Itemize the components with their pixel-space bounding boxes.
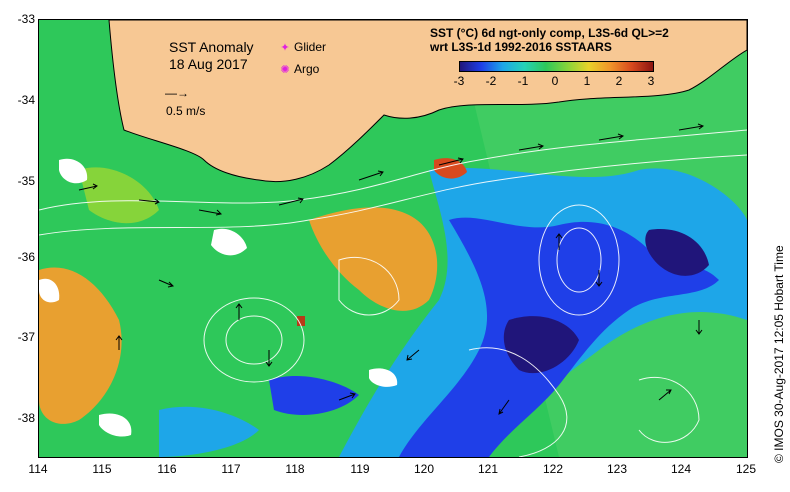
land-mass-southern-australia [108, 20, 747, 183]
map-title-line1: SST Anomaly [169, 39, 254, 55]
legend-glider-label: Glider [294, 40, 327, 54]
colorbar-tick: 0 [551, 74, 559, 88]
no-data-patch-2 [59, 158, 88, 184]
longitude-tick: 121 [477, 462, 499, 476]
latitude-tick: -37 [17, 330, 35, 344]
colorbar-tick: 1 [583, 74, 591, 88]
map-title-date: 18 Aug 2017 [169, 56, 248, 72]
latitude-tick: -36 [17, 250, 35, 264]
velocity-scale-label: 0.5 m/s [166, 104, 206, 118]
mild-warm-west [79, 167, 159, 224]
longitude-tick: 123 [606, 462, 628, 476]
colorbar [459, 61, 654, 72]
longitude-tick: 114 [28, 462, 48, 476]
latitude-tick: -34 [17, 93, 35, 107]
warm-coastal-patch [309, 207, 438, 311]
no-data-patch-5 [369, 368, 398, 387]
cool-patch-south [159, 406, 259, 457]
no-data-patch-4 [99, 413, 132, 437]
colorbar-title: SST (°C) 6d ngt-only comp, L3S-6d QL>=2 … [430, 26, 669, 54]
longitude-tick: 117 [221, 462, 241, 476]
map-title: SST Anomaly 18 Aug 2017 [169, 39, 254, 73]
marker-legend: ✦ Glider ✺ Argo [280, 37, 326, 81]
imos-credit: © IMOS 30-Aug-2017 12:05 Hobart Time [772, 245, 786, 463]
colorbar-title-line1: SST (°C) 6d ngt-only comp, L3S-6d QL>=2 [430, 26, 669, 40]
colorbar-tick: -3 [453, 74, 465, 88]
longitude-tick: 119 [350, 462, 370, 476]
colorbar-tick: -2 [485, 74, 497, 88]
legend-argo-label: Argo [294, 62, 320, 76]
latitude-tick: -33 [17, 12, 35, 26]
longitude-tick: 116 [157, 462, 177, 476]
longitude-tick: 125 [735, 462, 757, 476]
latitude-tick: -35 [17, 174, 35, 188]
sst-anomaly-map [38, 19, 748, 458]
colorbar-title-line2: wrt L3S-1d 1992-2016 SSTAARS [430, 40, 612, 54]
warm-anomaly-west [39, 267, 122, 424]
argo-marker-icon: ✺ [280, 64, 290, 76]
very-cold-patch-1 [503, 316, 579, 374]
velocity-vectors [78, 123, 705, 415]
latitude-tick: -38 [17, 411, 35, 425]
glider-marker-icon: ✦ [280, 42, 290, 54]
longitude-tick: 122 [542, 462, 564, 476]
cold-patch-southwest [269, 375, 359, 415]
longitude-tick: 115 [92, 462, 112, 476]
no-data-patch-3 [39, 278, 60, 303]
colorbar-tick: -1 [517, 74, 529, 88]
velocity-scale-arrow-icon: —→ [165, 86, 189, 100]
ssh-contours [39, 129, 747, 457]
colorbar-tick: 2 [615, 74, 623, 88]
no-data-patch-1 [211, 228, 247, 256]
hot-spot-coast [434, 158, 467, 179]
hot-spot-small [297, 316, 305, 326]
very-cold-patch-2 [645, 229, 709, 276]
longitude-tick: 120 [413, 462, 435, 476]
longitude-tick: 118 [285, 462, 305, 476]
longitude-tick: 124 [670, 462, 692, 476]
legend-glider: ✦ Glider [280, 37, 326, 59]
legend-argo: ✺ Argo [280, 59, 326, 81]
sst-map-canvas [39, 20, 747, 457]
colorbar-tick: 3 [647, 74, 655, 88]
